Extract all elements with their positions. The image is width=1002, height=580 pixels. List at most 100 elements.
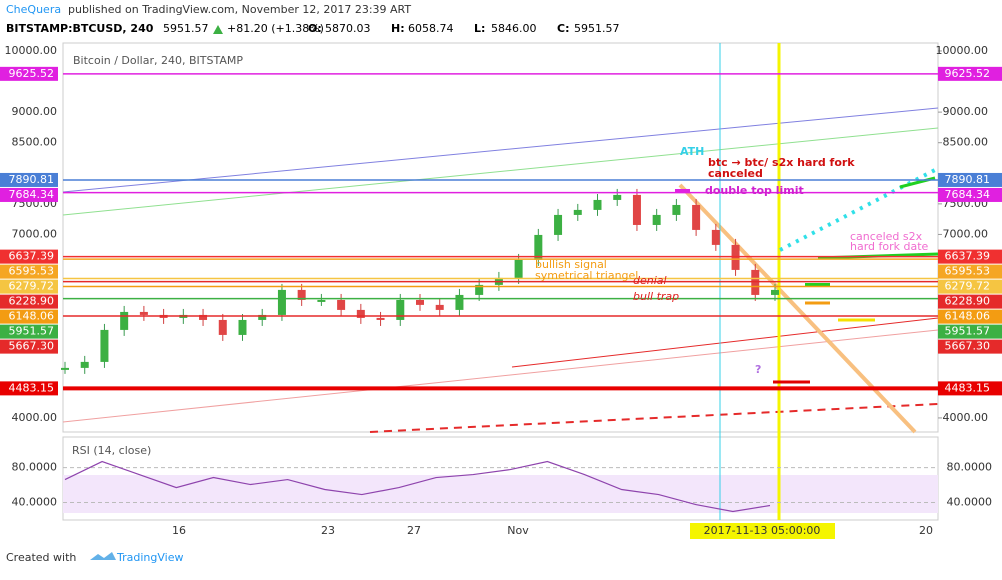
up-arrow [213, 25, 223, 34]
ohlc-value: 5951.57 [574, 22, 620, 35]
level-label-right-bg [938, 381, 1002, 396]
annotation: bullish signal [535, 258, 607, 271]
candle [632, 194, 641, 225]
candle [277, 289, 286, 315]
level-label-right: 7890.81 [945, 173, 991, 186]
candle [238, 319, 247, 335]
ohlc-label: O: [308, 22, 322, 35]
candle [317, 299, 326, 302]
footer-created: Created with [6, 551, 76, 564]
candle [593, 199, 602, 210]
ohlc-label: H: [391, 22, 405, 35]
candle [61, 367, 69, 370]
candle [554, 214, 563, 235]
level-label-right-bg [938, 294, 1002, 309]
logo [90, 552, 116, 560]
level-label-right-bg [938, 324, 1002, 339]
candle [652, 214, 661, 225]
level-label-left-bg [0, 294, 58, 309]
change: +81.20 (+1.38%) [227, 22, 324, 35]
annotation: canceled [708, 167, 763, 180]
candle [711, 229, 720, 245]
symbol: BITSTAMP:BTCUSD, 240 [6, 22, 154, 35]
candle [731, 244, 740, 270]
author[interactable]: CheQuera [6, 3, 61, 16]
level-label-left-bg [0, 264, 58, 279]
candle [672, 204, 681, 215]
x-tick-label: 23 [321, 524, 335, 537]
rsi-tick-label: 80.0000 [947, 461, 993, 474]
y-tick-label: 7000.00 [943, 227, 989, 240]
annotation: canceled s2x [850, 230, 923, 243]
level-label-right: 6228.90 [945, 295, 991, 308]
trend-line [369, 403, 939, 433]
annotation: double top limit [705, 184, 804, 197]
candle [613, 194, 622, 200]
level-label-left-bg [0, 381, 58, 396]
level-label-left: 6148.06 [9, 310, 55, 323]
trend-line [678, 183, 917, 434]
candle [416, 299, 424, 305]
rsi-band [63, 475, 938, 513]
ohlc-value: 6058.74 [408, 22, 454, 35]
level-label-left-bg [0, 187, 58, 202]
level-label-right-bg [938, 309, 1002, 324]
y-tick-label: 10000.00 [936, 44, 989, 57]
level-label-right-bg [938, 187, 1002, 202]
candle [475, 284, 484, 295]
annotation: hard fork date [850, 240, 929, 253]
footer-brand[interactable]: TradingView [116, 551, 183, 564]
trend-line [62, 107, 939, 193]
x-tick-label: Nov [507, 524, 529, 537]
level-label-left: 6595.53 [9, 265, 55, 278]
y-tick-label: 8500.00 [12, 136, 58, 149]
candle [139, 311, 148, 315]
candle [435, 304, 444, 310]
candle [534, 234, 543, 260]
level-label-right-bg [938, 339, 1002, 354]
y-tick-label: 8500.00 [943, 136, 989, 149]
level-label-left-bg [0, 339, 58, 354]
rsi-tick-label: 40.0000 [12, 496, 58, 509]
x-tick-label: 20 [919, 524, 933, 537]
candle [376, 317, 385, 320]
level-label-right: 7684.34 [945, 188, 991, 201]
level-label-right-bg [938, 172, 1002, 187]
level-label-left: 6279.72 [9, 280, 55, 293]
x-tick-label: 2017-11-13 05:00:00 [704, 524, 821, 537]
level-label-right: 6148.06 [945, 310, 991, 323]
level-label-right: 6637.39 [945, 250, 991, 263]
level-label-left: 7890.81 [9, 173, 55, 186]
candle [455, 294, 464, 310]
candle [514, 259, 523, 278]
trend-line [62, 329, 939, 423]
rsi-line [64, 460, 771, 513]
level-label-right: 6279.72 [945, 280, 991, 293]
last-price: 5951.57 [163, 22, 209, 35]
y-tick-label: 9000.00 [12, 105, 58, 118]
candle [337, 299, 346, 310]
y-tick-label: 4000.00 [12, 411, 58, 424]
ohlc-value: 5846.00 [491, 22, 537, 35]
level-label-left-bg [0, 309, 58, 324]
ohlc: O: 5870.03 H: 6058.74 L: 5846.00 C: 5951.57 [308, 22, 620, 35]
ohlc-label: L: [474, 22, 485, 35]
level-label-left: 4483.15 [9, 381, 55, 394]
annotation: bull trap [633, 290, 679, 303]
candle [258, 314, 267, 320]
published: published on TradingView.com, November 1… [68, 3, 411, 16]
level-label-right-bg [938, 249, 1002, 264]
level-label-right-bg [938, 279, 1002, 294]
annotation: btc → btc/ s2x hard fork [708, 156, 855, 169]
level-label-left: 5951.57 [9, 325, 55, 338]
ohlc-label: C: [557, 22, 569, 35]
level-label-right: 9625.52 [945, 67, 991, 80]
candle [356, 309, 365, 318]
level-label-left-bg [0, 172, 58, 187]
level-label-right: 4483.15 [945, 381, 991, 394]
pane-title: Bitcoin / Dollar, 240, BITSTAMP [73, 54, 243, 67]
level-label-left-bg [0, 324, 58, 339]
candle [573, 209, 582, 215]
annotation: symetrical triangel [535, 269, 638, 282]
